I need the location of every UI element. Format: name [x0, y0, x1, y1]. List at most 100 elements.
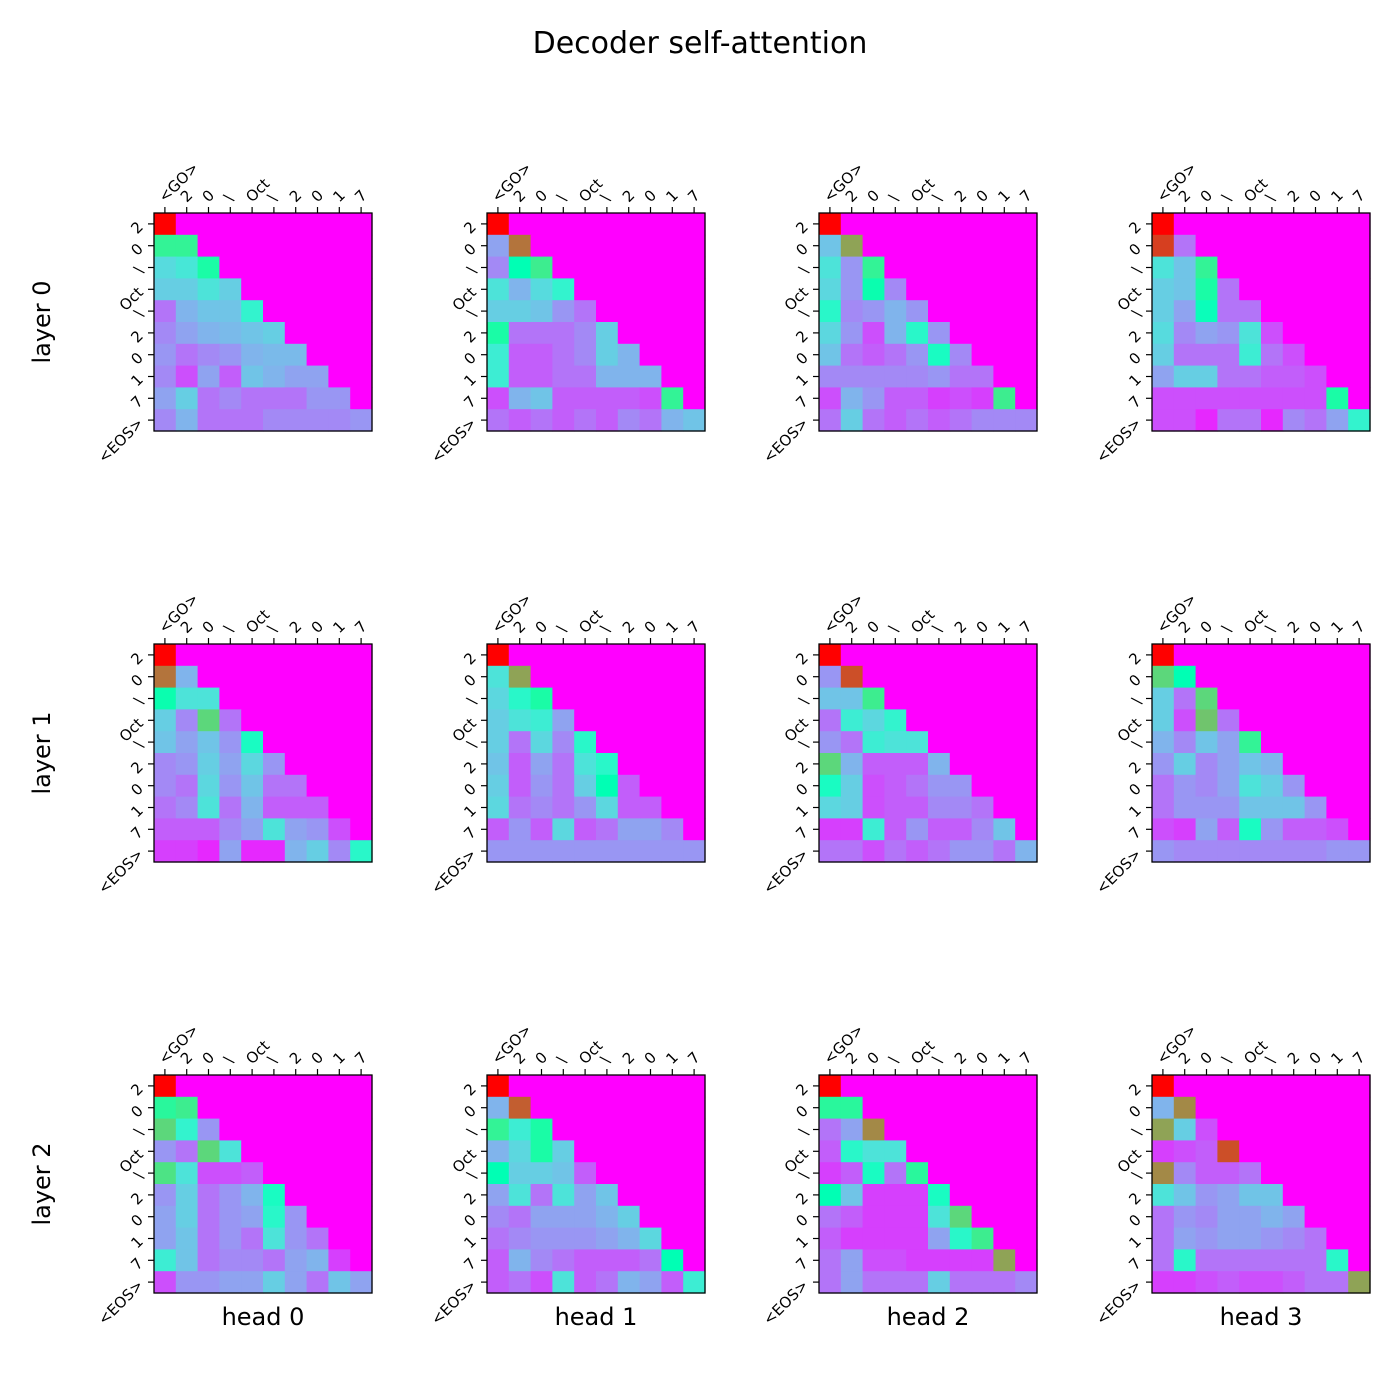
heatmap-cell: [949, 840, 973, 863]
y-tick-label: <EOS>: [428, 845, 480, 897]
heatmap-cell: [219, 1184, 242, 1207]
heatmap-cell: [928, 234, 951, 258]
x-tick-label: 0: [532, 1048, 551, 1067]
heatmap-cell: [949, 774, 973, 798]
heatmap-cell: [574, 1184, 597, 1207]
heatmap-cell: [1152, 774, 1175, 798]
heatmap-cell: [1282, 818, 1306, 841]
heatmap-cell: [1173, 1249, 1197, 1272]
x-tick-label: 1: [1327, 617, 1346, 636]
heatmap-cell: [1195, 1249, 1218, 1272]
heatmap-cell: [1261, 709, 1284, 732]
heatmap-cell: [574, 709, 597, 732]
heatmap-cell: [1015, 796, 1038, 819]
y-tick-label: 2: [1125, 1080, 1144, 1099]
heatmap-cell: [971, 840, 994, 863]
heatmap-cell: [1261, 665, 1284, 689]
heatmap-cell: [552, 1140, 575, 1163]
heatmap-cell: [263, 818, 286, 841]
heatmap-cell: [1173, 387, 1197, 410]
heatmap-cell: [1304, 1162, 1327, 1185]
heatmap-cell: [1195, 256, 1218, 279]
heatmap-cell: [949, 1227, 973, 1250]
y-tick-label: 7: [1125, 823, 1144, 842]
heatmap-cell: [1015, 644, 1038, 667]
heatmap-cell: [661, 840, 684, 863]
x-tick-label: 2: [1175, 617, 1194, 636]
x-tick-label: \: [1262, 1051, 1279, 1068]
heatmap-cell: [263, 1096, 286, 1120]
heatmap-cell: [862, 1075, 885, 1098]
y-tick-label: \: [1129, 261, 1146, 278]
heatmap-cell: [1282, 409, 1306, 432]
heatmap-cell: [241, 818, 264, 841]
heatmap-cell: [971, 665, 994, 689]
heatmap-cell: [1152, 1271, 1175, 1294]
heatmap-cell: [1152, 1184, 1175, 1207]
heatmap-cell: [971, 1271, 994, 1294]
heatmap-cell: [1348, 343, 1371, 367]
heatmap-cell: [819, 234, 842, 258]
heatmap-cell: [328, 365, 351, 388]
heatmap-cell: [574, 774, 597, 798]
heatmap-cell: [928, 1227, 951, 1250]
heatmap-cell: [1348, 1118, 1371, 1141]
heatmap-cell: [1173, 665, 1197, 689]
heatmap-cell: [487, 409, 510, 432]
heatmap-cell: [596, 1205, 619, 1229]
x-tick-label: 0: [864, 1048, 883, 1067]
heatmap-cell: [284, 278, 308, 301]
heatmap-cell: [596, 644, 619, 667]
heatmap-cell: [1348, 387, 1371, 410]
heatmap-cell: [840, 1162, 864, 1185]
heatmap-cell: [197, 818, 220, 841]
heatmap-cell: [993, 665, 1016, 689]
heatmap-cell: [1217, 774, 1240, 798]
heatmap-cell: [1152, 1249, 1175, 1272]
heatmap-cell: [862, 1271, 885, 1294]
heatmap-cell: [219, 234, 242, 258]
heatmap-cell: [906, 665, 929, 689]
heatmap-cell: [350, 365, 373, 388]
heatmap-cell: [639, 1118, 662, 1141]
heatmap-cell: [1217, 1075, 1240, 1098]
heatmap-cell: [1282, 278, 1306, 301]
heatmap-cell: [284, 774, 308, 798]
heatmap-cell: [328, 644, 351, 667]
heatmap-cell: [1326, 840, 1349, 863]
heatmap-cell: [1217, 1118, 1240, 1141]
heatmap-cell: [1348, 1271, 1371, 1294]
heatmap-cell: [175, 753, 199, 776]
heatmap-cell: [197, 365, 220, 388]
heatmap-cell: [1239, 213, 1262, 236]
heatmap-cell: [263, 644, 286, 667]
heatmap-cell: [1304, 818, 1327, 841]
heatmap-cell: [596, 753, 619, 776]
x-tick-label: 7: [1349, 186, 1368, 205]
heatmap-cell: [1282, 644, 1306, 667]
y-tick-label: <EOS>: [95, 845, 147, 897]
heatmap-cell: [487, 1205, 510, 1229]
heatmap-cell: [949, 322, 973, 345]
heatmap-cell: [617, 796, 641, 819]
heatmap-cell: [639, 709, 662, 732]
heatmap-cell: [241, 234, 264, 258]
x-tick-label: \: [1262, 620, 1279, 637]
x-tick-label: \: [1218, 189, 1235, 206]
heatmap-cell: [175, 256, 199, 279]
heatmap-cell: [284, 300, 308, 323]
x-tick-label: 7: [1016, 617, 1035, 636]
heatmap-cell: [928, 644, 951, 667]
heatmap-cell: [1239, 387, 1262, 410]
heatmap-cell: [840, 300, 864, 323]
panel-frame: [1151, 212, 1371, 432]
heatmap-cell: [1348, 300, 1371, 323]
heatmap-cell: [1173, 840, 1197, 863]
heatmap-cell: [819, 1249, 842, 1272]
heatmap-cell: [1173, 1140, 1197, 1163]
heatmap-cell: [552, 1096, 575, 1120]
heatmap-cell: [661, 1140, 684, 1163]
heatmap-cell: [552, 300, 575, 323]
y-tick-label: 2: [127, 649, 146, 668]
